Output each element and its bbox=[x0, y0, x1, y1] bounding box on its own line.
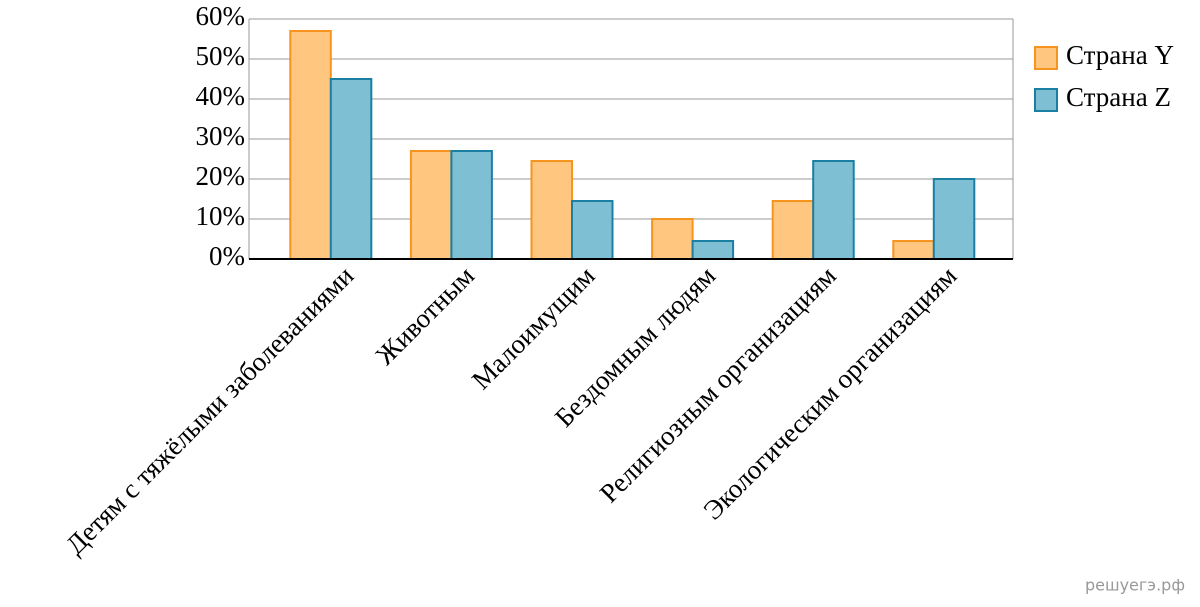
bar bbox=[771, 200, 815, 260]
bar bbox=[409, 150, 453, 260]
bar bbox=[651, 218, 694, 260]
bar bbox=[932, 178, 976, 260]
x-tick-label: Животным bbox=[370, 260, 480, 370]
legend-swatch bbox=[1034, 46, 1058, 70]
y-tick-label: 0% bbox=[209, 241, 245, 271]
y-tick-label: 50% bbox=[196, 41, 246, 71]
x-tick-label: Детям с тяжёлыми заболеваниями bbox=[60, 260, 360, 560]
bar bbox=[691, 240, 735, 260]
bar bbox=[892, 240, 935, 260]
legend-label: Страна Y bbox=[1066, 40, 1174, 70]
bar bbox=[289, 30, 332, 260]
y-tick-label: 30% bbox=[196, 121, 246, 151]
bar bbox=[530, 160, 573, 260]
y-tick-label: 40% bbox=[196, 81, 246, 111]
x-tick-label: Экологическим организациям bbox=[697, 260, 962, 525]
y-tick-label: 20% bbox=[196, 161, 246, 191]
legend-label: Страна Z bbox=[1066, 82, 1171, 112]
x-tick-label: Малоимущим bbox=[466, 260, 601, 395]
bar bbox=[329, 78, 373, 260]
legend-swatch bbox=[1034, 88, 1058, 112]
bar bbox=[450, 150, 493, 260]
bar bbox=[571, 200, 614, 260]
y-tick-label: 10% bbox=[196, 201, 246, 231]
y-tick-label: 60% bbox=[196, 1, 246, 31]
watermark: решуегэ.рф bbox=[1085, 576, 1185, 595]
x-tick-label: Религиозным организациям bbox=[594, 260, 842, 508]
bar bbox=[812, 160, 855, 260]
